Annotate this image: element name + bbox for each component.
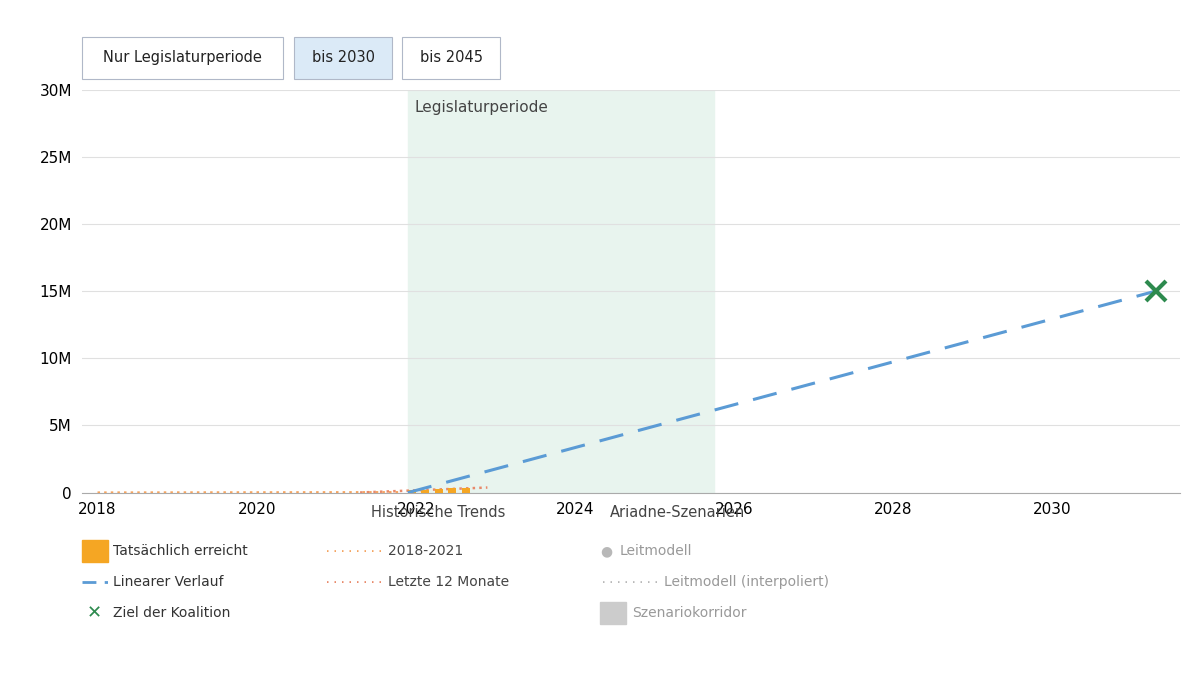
Text: Ziel der Koalition: Ziel der Koalition [113,606,230,620]
Text: Nur Legislaturperiode: Nur Legislaturperiode [103,50,262,65]
Text: Ariadne-Szenarien: Ariadne-Szenarien [611,505,745,520]
Text: Szenariokorridor: Szenariokorridor [632,606,746,620]
Text: ········: ········ [324,576,384,588]
Bar [449,489,456,493]
Text: Leitmodell: Leitmodell [619,544,691,558]
Bar [408,90,714,493]
Text: Legislaturperiode: Legislaturperiode [414,101,548,115]
Bar [408,490,415,493]
Text: bis 2030: bis 2030 [312,50,374,65]
Text: bis 2045: bis 2045 [420,50,482,65]
Bar [462,488,470,493]
Text: Linearer Verlauf: Linearer Verlauf [113,575,223,589]
Text: ✕: ✕ [86,604,102,622]
Bar [421,490,430,493]
Text: Tatsächlich erreicht: Tatsächlich erreicht [113,544,247,558]
Text: 2018-2021: 2018-2021 [388,544,463,558]
Text: Letzte 12 Monate: Letzte 12 Monate [388,575,509,589]
Bar [434,489,443,493]
Text: Leitmodell (interpoliert): Leitmodell (interpoliert) [664,575,829,589]
Text: Historische Trends: Historische Trends [371,505,505,520]
Text: ········: ········ [600,576,660,588]
Text: ●: ● [600,544,612,558]
Text: ········: ········ [324,545,384,557]
